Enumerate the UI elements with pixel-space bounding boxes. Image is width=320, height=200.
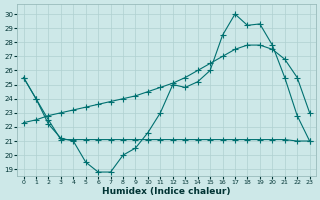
X-axis label: Humidex (Indice chaleur): Humidex (Indice chaleur) [102,187,231,196]
